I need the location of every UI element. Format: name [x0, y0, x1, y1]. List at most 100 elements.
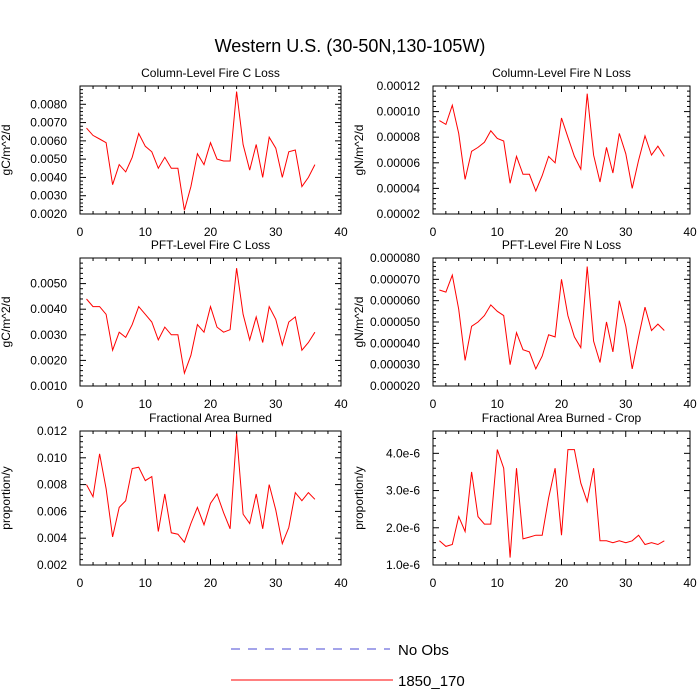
- x-tick-label: 40: [334, 225, 348, 239]
- x-tick-label: 40: [334, 397, 348, 411]
- x-tick-label: 30: [619, 397, 633, 411]
- y-axis-label: proportion/y: [352, 466, 366, 529]
- x-tick-label: 0: [430, 397, 437, 411]
- plot-frame: [432, 257, 691, 387]
- y-tick-label: 4.0e-6: [386, 446, 420, 460]
- y-tick-label: 0.006: [37, 504, 67, 518]
- legend-obs-label: No Obs: [398, 642, 449, 659]
- plot-frame: [432, 430, 691, 566]
- panel-title: PFT-Level Fire N Loss: [502, 238, 621, 252]
- y-tick-label: 0.00002: [377, 207, 421, 221]
- y-tick-label: 0.0020: [30, 353, 67, 367]
- x-tick-label: 0: [430, 225, 437, 239]
- panel-title: Column-Level Fire C Loss: [141, 66, 280, 80]
- x-tick-label: 20: [204, 576, 218, 590]
- x-tick-label: 20: [555, 576, 569, 590]
- panel-4: PFT-Level Fire N Loss gN/m^2/d 0 10 20 30 40 0.…: [352, 238, 697, 411]
- x-tick-label: 10: [491, 397, 505, 411]
- x-tick-label: 30: [619, 576, 633, 590]
- x-tick-label: 10: [491, 576, 505, 590]
- y-tick-label: 0.012: [37, 424, 67, 438]
- y-tick-label: 0.000070: [370, 272, 420, 286]
- panel-title: Fractional Area Burned - Crop: [482, 411, 642, 425]
- y-tick-label: 0.000040: [370, 336, 420, 350]
- y-tick-label: 1.0e-6: [386, 558, 420, 572]
- x-tick-label: 30: [269, 576, 283, 590]
- x-tick-label: 40: [683, 576, 697, 590]
- x-tick-label: 40: [334, 576, 348, 590]
- panel-3: PFT-Level Fire C Loss gC/m^2/d 0 10 20 30 40 0.…: [0, 238, 348, 411]
- plot-frame: [79, 85, 342, 215]
- y-tick-label: 0.0030: [30, 328, 67, 342]
- plot-frame: [79, 257, 342, 387]
- plot-frame: [79, 430, 342, 566]
- y-tick-label: 0.0010: [30, 379, 67, 393]
- x-tick-label: 40: [683, 397, 697, 411]
- plot-frame: [432, 85, 691, 215]
- y-tick-label: 0.0020: [30, 207, 67, 221]
- x-tick-label: 0: [77, 225, 84, 239]
- series-line: [439, 449, 665, 558]
- series-line: [439, 266, 665, 371]
- y-tick-label: 0.00010: [377, 105, 421, 119]
- y-tick-label: 0.0030: [30, 189, 67, 203]
- y-tick-label: 0.0050: [30, 277, 67, 291]
- y-tick-label: 2.0e-6: [386, 521, 420, 535]
- x-tick-label: 0: [430, 576, 437, 590]
- y-tick-label: 0.00008: [377, 130, 421, 144]
- y-tick-label: 0.000060: [370, 294, 420, 308]
- series-line: [439, 93, 665, 193]
- x-tick-label: 10: [491, 225, 505, 239]
- panel-1: Column-Level Fire C Loss gC/m^2/d 0 10 20 30 4…: [0, 66, 348, 239]
- panel-2: Column-Level Fire N Loss gN/m^2/d 0 10 20 30 4…: [352, 66, 697, 239]
- x-tick-label: 30: [619, 225, 633, 239]
- x-tick-label: 20: [555, 397, 569, 411]
- x-tick-label: 10: [139, 225, 153, 239]
- x-tick-label: 30: [269, 225, 283, 239]
- legend-model-label: 1850_170: [398, 673, 465, 690]
- y-tick-label: 0.000030: [370, 358, 420, 372]
- x-tick-label: 20: [204, 225, 218, 239]
- y-axis-label: proportion/y: [0, 466, 13, 529]
- series-line: [86, 268, 316, 376]
- x-tick-label: 20: [555, 225, 569, 239]
- y-tick-label: 0.000020: [370, 379, 420, 393]
- y-tick-label: 0.0070: [30, 116, 67, 130]
- y-tick-label: 0.00006: [377, 156, 421, 170]
- y-tick-label: 0.0040: [30, 170, 67, 184]
- panel-title: Fractional Area Burned: [149, 411, 272, 425]
- legend: No Obs 1850_170: [231, 642, 465, 690]
- panel-5: Fractional Area Burned proportion/y 0 10 20 3…: [0, 411, 348, 590]
- y-tick-label: 0.000080: [370, 251, 420, 265]
- y-tick-label: 0.00012: [377, 79, 421, 93]
- panel-title: Column-Level Fire N Loss: [492, 66, 631, 80]
- y-axis-label: gC/m^2/d: [0, 297, 13, 348]
- y-axis-label: gC/m^2/d: [0, 125, 13, 176]
- series-line: [86, 91, 316, 211]
- x-tick-label: 0: [77, 397, 84, 411]
- y-tick-label: 3.0e-6: [386, 484, 420, 498]
- panel-6: Fractional Area Burned - Crop proportion/…: [352, 411, 697, 590]
- x-tick-label: 10: [139, 576, 153, 590]
- panels: Column-Level Fire C Loss gC/m^2/d 0 10 20 30 4…: [0, 66, 697, 590]
- y-tick-label: 0.00004: [377, 181, 421, 195]
- y-tick-label: 0.008: [37, 478, 67, 492]
- y-axis-label: gN/m^2/d: [352, 297, 366, 348]
- x-tick-label: 40: [683, 225, 697, 239]
- y-tick-label: 0.004: [37, 531, 67, 545]
- y-tick-label: 0.000050: [370, 315, 420, 329]
- y-axis-label: gN/m^2/d: [352, 125, 366, 176]
- y-tick-label: 0.0060: [30, 134, 67, 148]
- y-tick-label: 0.0080: [30, 97, 67, 111]
- figure-title: Western U.S. (30-50N,130-105W): [215, 36, 486, 56]
- x-tick-label: 30: [269, 397, 283, 411]
- y-tick-label: 0.002: [37, 558, 67, 572]
- y-tick-label: 0.0040: [30, 302, 67, 316]
- y-tick-label: 0.0050: [30, 152, 67, 166]
- panel-title: PFT-Level Fire C Loss: [151, 238, 270, 252]
- series-line: [86, 433, 316, 546]
- x-tick-label: 10: [139, 397, 153, 411]
- x-tick-label: 0: [77, 576, 84, 590]
- x-tick-label: 20: [204, 397, 218, 411]
- y-tick-label: 0.010: [37, 451, 67, 465]
